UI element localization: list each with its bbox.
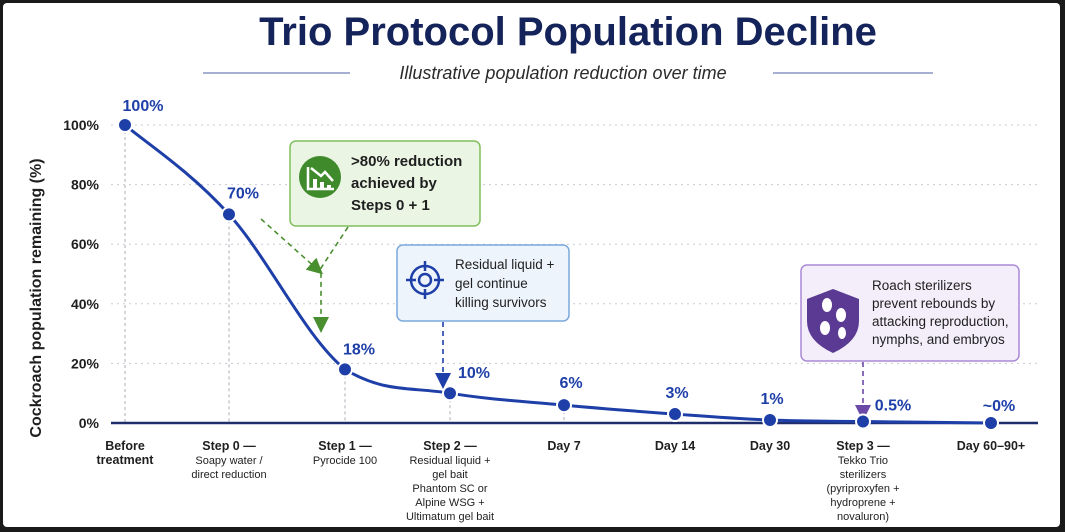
callout-sterilizers-line-2: prevent rebounds by	[872, 296, 995, 311]
data-label: 3%	[665, 385, 688, 402]
axis-layer: 0% 20% 40% 60% 80% 100%	[63, 117, 1038, 431]
x-tick-label: Tekko Trio	[838, 455, 888, 467]
x-tick-label: Residual liquid +	[409, 455, 490, 467]
data-point	[667, 406, 683, 423]
callout-reduction-line-2: achieved by	[351, 175, 438, 192]
data-label: 100%	[123, 98, 164, 115]
y-tick-label: 40%	[71, 296, 100, 312]
chart-svg: Trio Protocol Population Decline Illustr…	[28, 10, 1038, 523]
x-tick-label: Day 60–90+	[957, 439, 1025, 453]
data-point	[556, 397, 572, 414]
x-tick-label: Step 1 —	[318, 439, 372, 453]
data-label-layer: 100% 70% 18% 10% 6% 3% 1% 0.5% ~0%	[123, 98, 1016, 415]
callout-sterilizers: Roach sterilizers prevent rebounds by at…	[800, 264, 1020, 421]
y-tick-label: 0%	[79, 415, 100, 431]
x-tick-label: (pyriproxyfen +	[826, 483, 899, 495]
callout-residual: Residual liquid + gel continue killing s…	[396, 244, 570, 389]
x-tick-label: treatment	[97, 453, 155, 467]
callout-reduction-arrow-2	[260, 218, 323, 275]
callout-sterilizers-line-3: attacking reproduction,	[872, 314, 1009, 329]
x-tick-label: Step 3 —	[836, 439, 890, 453]
x-tick-label: sterilizers	[840, 469, 887, 481]
x-tick-label: Soapy water /	[195, 455, 263, 467]
x-tick-label: gel bait	[432, 469, 467, 481]
data-point	[221, 206, 237, 223]
callout-residual-box	[396, 244, 570, 322]
y-tick-label: 60%	[71, 236, 100, 252]
data-label: 6%	[559, 375, 582, 392]
callout-residual-line-2: gel continue	[455, 276, 528, 291]
callout-residual-line-1: Residual liquid +	[455, 257, 555, 272]
crosshair-icon	[406, 261, 444, 299]
callout-reduction: >80% reduction achieved by Steps 0 + 1	[260, 140, 481, 333]
y-tick-label: 100%	[63, 117, 99, 133]
data-point	[442, 385, 458, 402]
x-tick-label: Phantom SC or	[412, 483, 488, 495]
callout-sterilizers-box	[800, 264, 1020, 362]
shield-roach-icon	[807, 289, 859, 353]
x-tick-label: Ultimatum gel bait	[406, 511, 494, 523]
grid-layer	[111, 124, 1038, 364]
chart-decline-icon	[299, 156, 341, 198]
x-tick-label: novaluron)	[837, 511, 889, 523]
x-tick-label: direct reduction	[191, 469, 266, 481]
data-label: 18%	[343, 341, 375, 358]
callout-reduction-box	[289, 140, 481, 227]
x-tick-label: Day 7	[547, 439, 580, 453]
callout-reduction-arrow	[313, 226, 349, 333]
x-tick-label: Before	[105, 439, 145, 453]
y-axis-label: Cockroach population remaining (%)	[28, 158, 45, 437]
x-tick-label: Pyrocide 100	[313, 455, 377, 467]
chart-subtitle: Illustrative population reduction over t…	[399, 63, 726, 83]
data-point	[117, 117, 133, 133]
x-tick-label: Day 14	[655, 439, 695, 453]
series-layer	[117, 117, 999, 431]
data-label: 0.5%	[875, 398, 911, 415]
data-point	[855, 413, 871, 430]
callout-reduction-line-3: Steps 0 + 1	[351, 197, 430, 214]
series-line	[124, 123, 992, 425]
callout-reduction-line-1: >80% reduction	[351, 153, 462, 170]
y-tick-label: 80%	[71, 177, 100, 193]
callout-sterilizers-line-4: nymphs, and embryos	[872, 332, 1005, 347]
data-point	[337, 361, 353, 378]
chart-title: Trio Protocol Population Decline	[259, 10, 877, 54]
data-label: 70%	[227, 185, 259, 202]
data-point	[983, 415, 999, 431]
chart-frame: Trio Protocol Population Decline Illustr…	[3, 3, 1060, 527]
x-tick-label: hydroprene +	[830, 497, 895, 509]
callout-residual-line-3: killing survivors	[455, 295, 547, 310]
callout-sterilizers-line-1: Roach sterilizers	[872, 278, 972, 293]
data-label: 1%	[760, 391, 783, 408]
x-tick-label: Alpine WSG +	[415, 497, 484, 509]
data-point	[762, 412, 778, 429]
x-tick-label: Day 30	[750, 439, 790, 453]
data-label: ~0%	[983, 398, 1015, 415]
x-tick-label: Step 0 —	[202, 439, 256, 453]
x-tick-label: Step 2 —	[423, 439, 477, 453]
y-tick-label: 20%	[71, 355, 100, 371]
data-label: 10%	[458, 365, 490, 382]
